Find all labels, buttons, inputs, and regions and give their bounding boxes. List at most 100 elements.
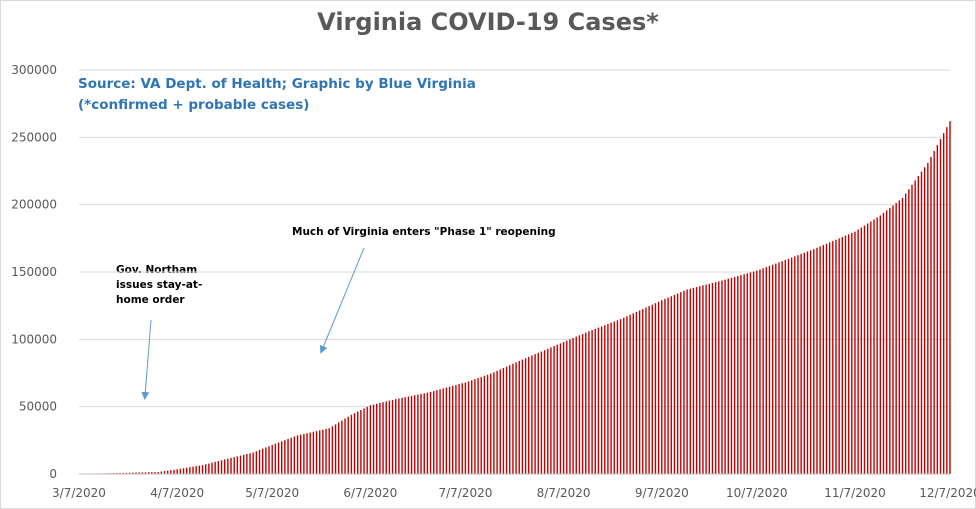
bar: [122, 472, 125, 474]
axes: 0 50000 100000 150000 200000 250000 300000 3/7/…: [11, 63, 976, 500]
source-line: Source: VA Dept. of Health; Graphic by B…: [78, 76, 476, 92]
bar: [284, 440, 286, 474]
bar: [119, 472, 121, 474]
bar: [445, 387, 448, 474]
bar: [775, 263, 777, 474]
bar: [572, 337, 574, 474]
bar: [249, 453, 251, 474]
bar: [385, 401, 387, 474]
y-tick-label: 250000: [11, 130, 57, 144]
bar: [616, 320, 619, 474]
bar: [198, 465, 201, 474]
bar: [914, 180, 916, 474]
bar: [176, 469, 178, 474]
bar: [518, 360, 520, 474]
bar: [147, 472, 150, 474]
bar: [604, 325, 606, 474]
bar: [569, 339, 571, 474]
bar: [939, 139, 942, 474]
bar: [600, 326, 603, 474]
bar: [794, 256, 796, 474]
bar: [898, 200, 901, 474]
bar: [464, 382, 467, 474]
bar: [376, 403, 378, 474]
y-tick-label: 150000: [11, 265, 57, 279]
bar: [610, 322, 612, 474]
y-tick-label: 100000: [11, 332, 57, 346]
bar: [683, 290, 685, 474]
bar: [942, 133, 945, 474]
bar: [844, 235, 847, 474]
bar: [686, 289, 688, 474]
bar: [128, 472, 131, 474]
bar: [170, 470, 172, 474]
bar: [657, 301, 660, 474]
bar: [806, 251, 809, 474]
bar: [813, 249, 815, 474]
bar: [737, 276, 739, 474]
bar: [192, 466, 194, 474]
bar: [607, 323, 609, 474]
bar: [724, 279, 726, 474]
bar: [467, 381, 470, 474]
bar: [838, 238, 840, 474]
bar: [255, 451, 258, 474]
bar: [800, 253, 802, 474]
bar: [442, 388, 444, 474]
bar: [407, 396, 410, 474]
bar: [626, 316, 628, 474]
bar: [429, 391, 432, 474]
bar: [680, 292, 682, 474]
bar: [195, 466, 197, 474]
bar: [613, 321, 615, 474]
annotation-stay-at-home: Gov. Northam issues stay-at-home order: [116, 264, 203, 306]
bar: [752, 271, 755, 474]
bar: [423, 393, 425, 474]
bar: [262, 448, 264, 474]
bar: [689, 288, 691, 474]
bar: [828, 242, 831, 474]
bar: [768, 265, 771, 474]
bar: [151, 472, 153, 474]
bar: [594, 328, 596, 474]
bar: [923, 167, 926, 475]
bar: [344, 418, 346, 474]
arrow-phase-1: [319, 247, 365, 354]
bar: [553, 346, 555, 474]
bar: [765, 267, 767, 474]
bar: [144, 472, 147, 474]
bar: [575, 336, 577, 474]
bar: [271, 444, 273, 474]
bar: [623, 317, 625, 474]
bar: [714, 282, 717, 474]
bar: [502, 368, 505, 474]
bar: [857, 229, 859, 474]
bar: [597, 327, 600, 474]
bar: [477, 378, 479, 474]
bar: [885, 210, 888, 474]
bar: [863, 225, 866, 474]
bar: [588, 331, 590, 474]
bar: [771, 264, 774, 474]
bar: [230, 457, 232, 474]
bar: [619, 319, 622, 474]
bar: [762, 268, 764, 474]
bar: [784, 260, 786, 474]
y-tick-label: 200000: [11, 198, 57, 212]
bar: [797, 255, 799, 474]
bar: [515, 362, 517, 474]
bar: [505, 366, 508, 474]
bar: [825, 243, 828, 474]
x-tick-label: 4/7/2020: [150, 486, 204, 500]
bar: [581, 333, 584, 474]
bar: [949, 121, 951, 475]
y-tick-label: 0: [49, 467, 57, 481]
bar: [648, 306, 650, 474]
bar: [860, 227, 863, 474]
x-tick-label: 5/7/2020: [245, 486, 299, 500]
bar: [809, 250, 812, 474]
bar: [163, 471, 166, 474]
bar: [166, 470, 169, 474]
bar: [303, 433, 305, 474]
bar: [832, 241, 834, 474]
